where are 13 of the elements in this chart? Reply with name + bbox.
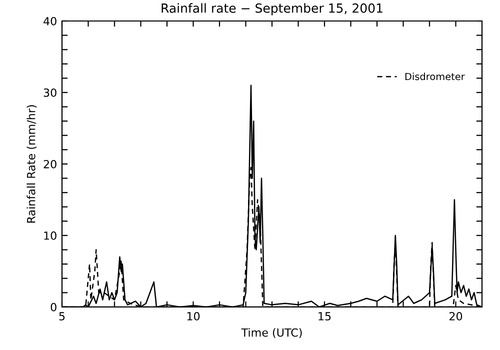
x-tick-label: 5 (59, 312, 65, 320)
y-tick-label: 40 (44, 16, 56, 26)
chart-title: Rainfall rate − September 15, 2001 (162, 3, 382, 16)
x-axis-title: Time (UTC) (241, 328, 302, 338)
x-tick-label: 20 (449, 312, 462, 320)
y-axis-title: Rainfall Rate (mm/hr) (26, 105, 37, 223)
x-tick-label: 10 (187, 312, 200, 320)
legend-label: Disdrometer (405, 72, 465, 80)
y-tick-label: 10 (44, 231, 56, 240)
y-tick-label: 0 (50, 302, 56, 312)
x-tick-label: 15 (318, 312, 331, 320)
y-tick-label: 20 (44, 160, 56, 168)
y-tick-label: 30 (44, 88, 56, 97)
